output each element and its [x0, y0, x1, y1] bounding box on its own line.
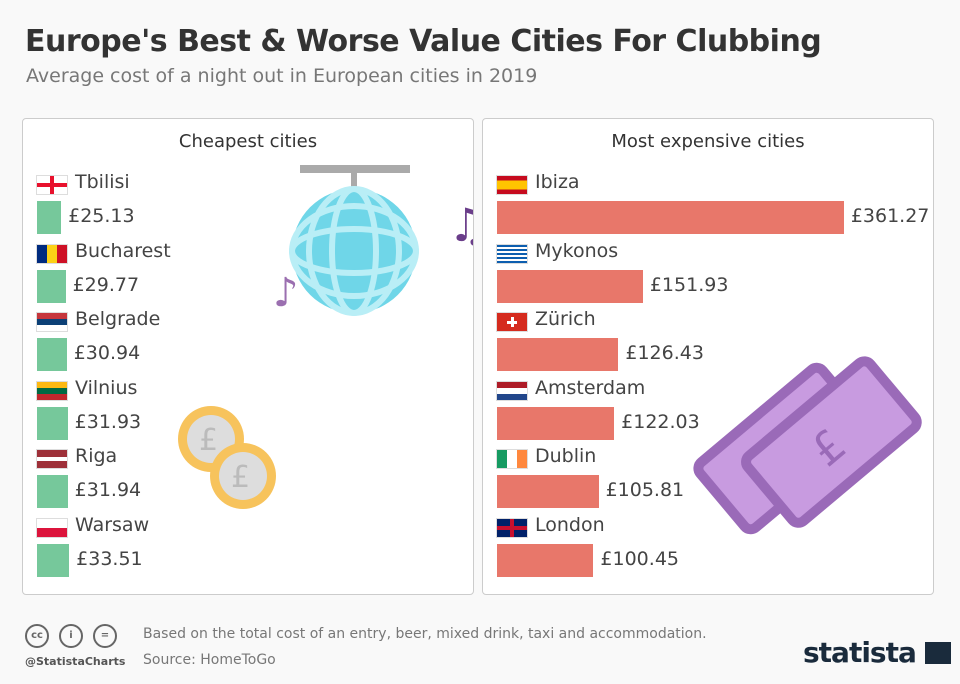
attribution-icon: i: [59, 624, 83, 648]
svg-text:♪: ♪: [273, 270, 299, 316]
city-label: Dublin: [535, 445, 597, 467]
city-label: Belgrade: [75, 308, 161, 330]
panel-title: Cheapest cities: [178, 131, 318, 152]
value-label: £31.93: [74, 410, 142, 433]
panel-title: Most expensive cities: [611, 131, 805, 152]
bar: [37, 338, 67, 371]
city-label: London: [535, 513, 605, 536]
value-label: £33.51: [76, 547, 143, 570]
flag-uk-icon: [497, 518, 527, 537]
city-label: Mykonos: [535, 239, 619, 262]
city-label: Tbilisi: [75, 171, 130, 193]
bar: [37, 543, 70, 577]
flag-lithuania-icon: [37, 381, 67, 400]
bar: [37, 201, 62, 234]
svg-text:£: £: [231, 460, 250, 495]
coins-icon: £ £: [178, 406, 276, 509]
value-label: £100.45: [600, 547, 679, 570]
flag-georgia-icon: [37, 176, 67, 194]
flag-spain-icon: [497, 176, 527, 194]
city-label: Amsterdam: [535, 376, 646, 399]
flag-netherlands-icon: [497, 381, 527, 400]
flag-serbia-icon: [37, 313, 67, 331]
value-label: £151.93: [649, 273, 729, 296]
value-label: £25.13: [68, 205, 135, 227]
chart-title: Europe's Best & Worse Value Cities For C…: [25, 24, 822, 59]
city-label: Ibiza: [535, 171, 580, 193]
statista-logo[interactable]: statista: [803, 636, 951, 669]
bar: [497, 543, 594, 577]
value-label: £31.94: [74, 479, 142, 501]
bar: [37, 406, 68, 440]
city-label: Vilnius: [75, 376, 138, 399]
cheapest-panel: Cheapest cities ♫ ♪ £ £ Tbilisi £25.13 B…: [22, 118, 474, 595]
flag-romania-icon: [37, 244, 67, 263]
disco-ball-icon: ♫ ♪: [273, 165, 473, 316]
city-label: Warsaw: [75, 513, 150, 536]
bar: [497, 338, 619, 371]
flag-switzerland-icon: [497, 313, 527, 331]
bar: [37, 475, 68, 508]
twitter-handle[interactable]: @StatistaCharts: [25, 655, 126, 668]
flag-greece-icon: [497, 244, 527, 263]
bar: [497, 475, 599, 508]
chart-subtitle: Average cost of a night out in European …: [26, 65, 538, 87]
footnote: Based on the total cost of an entry, bee…: [143, 626, 707, 642]
city-label: Zürich: [535, 308, 596, 330]
city-label: Bucharest: [75, 239, 171, 262]
value-label: £361.27: [850, 205, 930, 227]
expensive-panel: Most expensive cities £ £ Ibiza £361.27 …: [482, 118, 934, 595]
source[interactable]: Source: HomeToGo: [143, 652, 276, 668]
svg-text:♫: ♫: [448, 198, 473, 252]
value-label: £126.43: [625, 342, 704, 364]
bar: [37, 269, 66, 303]
bar: [497, 269, 643, 303]
value-label: £29.77: [72, 273, 140, 296]
flag-poland-icon: [37, 518, 67, 537]
bar: [497, 201, 844, 234]
value-label: £30.94: [73, 342, 141, 364]
value-label: £122.03: [621, 410, 700, 433]
no-derivatives-icon: =: [93, 624, 117, 648]
bar: [497, 406, 615, 440]
cc-icon: cc: [25, 624, 49, 648]
value-label: £105.81: [605, 479, 685, 501]
banknotes-icon: £ £: [693, 356, 922, 535]
svg-text:£: £: [199, 423, 218, 458]
city-label: Riga: [75, 445, 118, 467]
flag-latvia-icon: [37, 450, 67, 468]
flag-ireland-icon: [497, 450, 527, 468]
